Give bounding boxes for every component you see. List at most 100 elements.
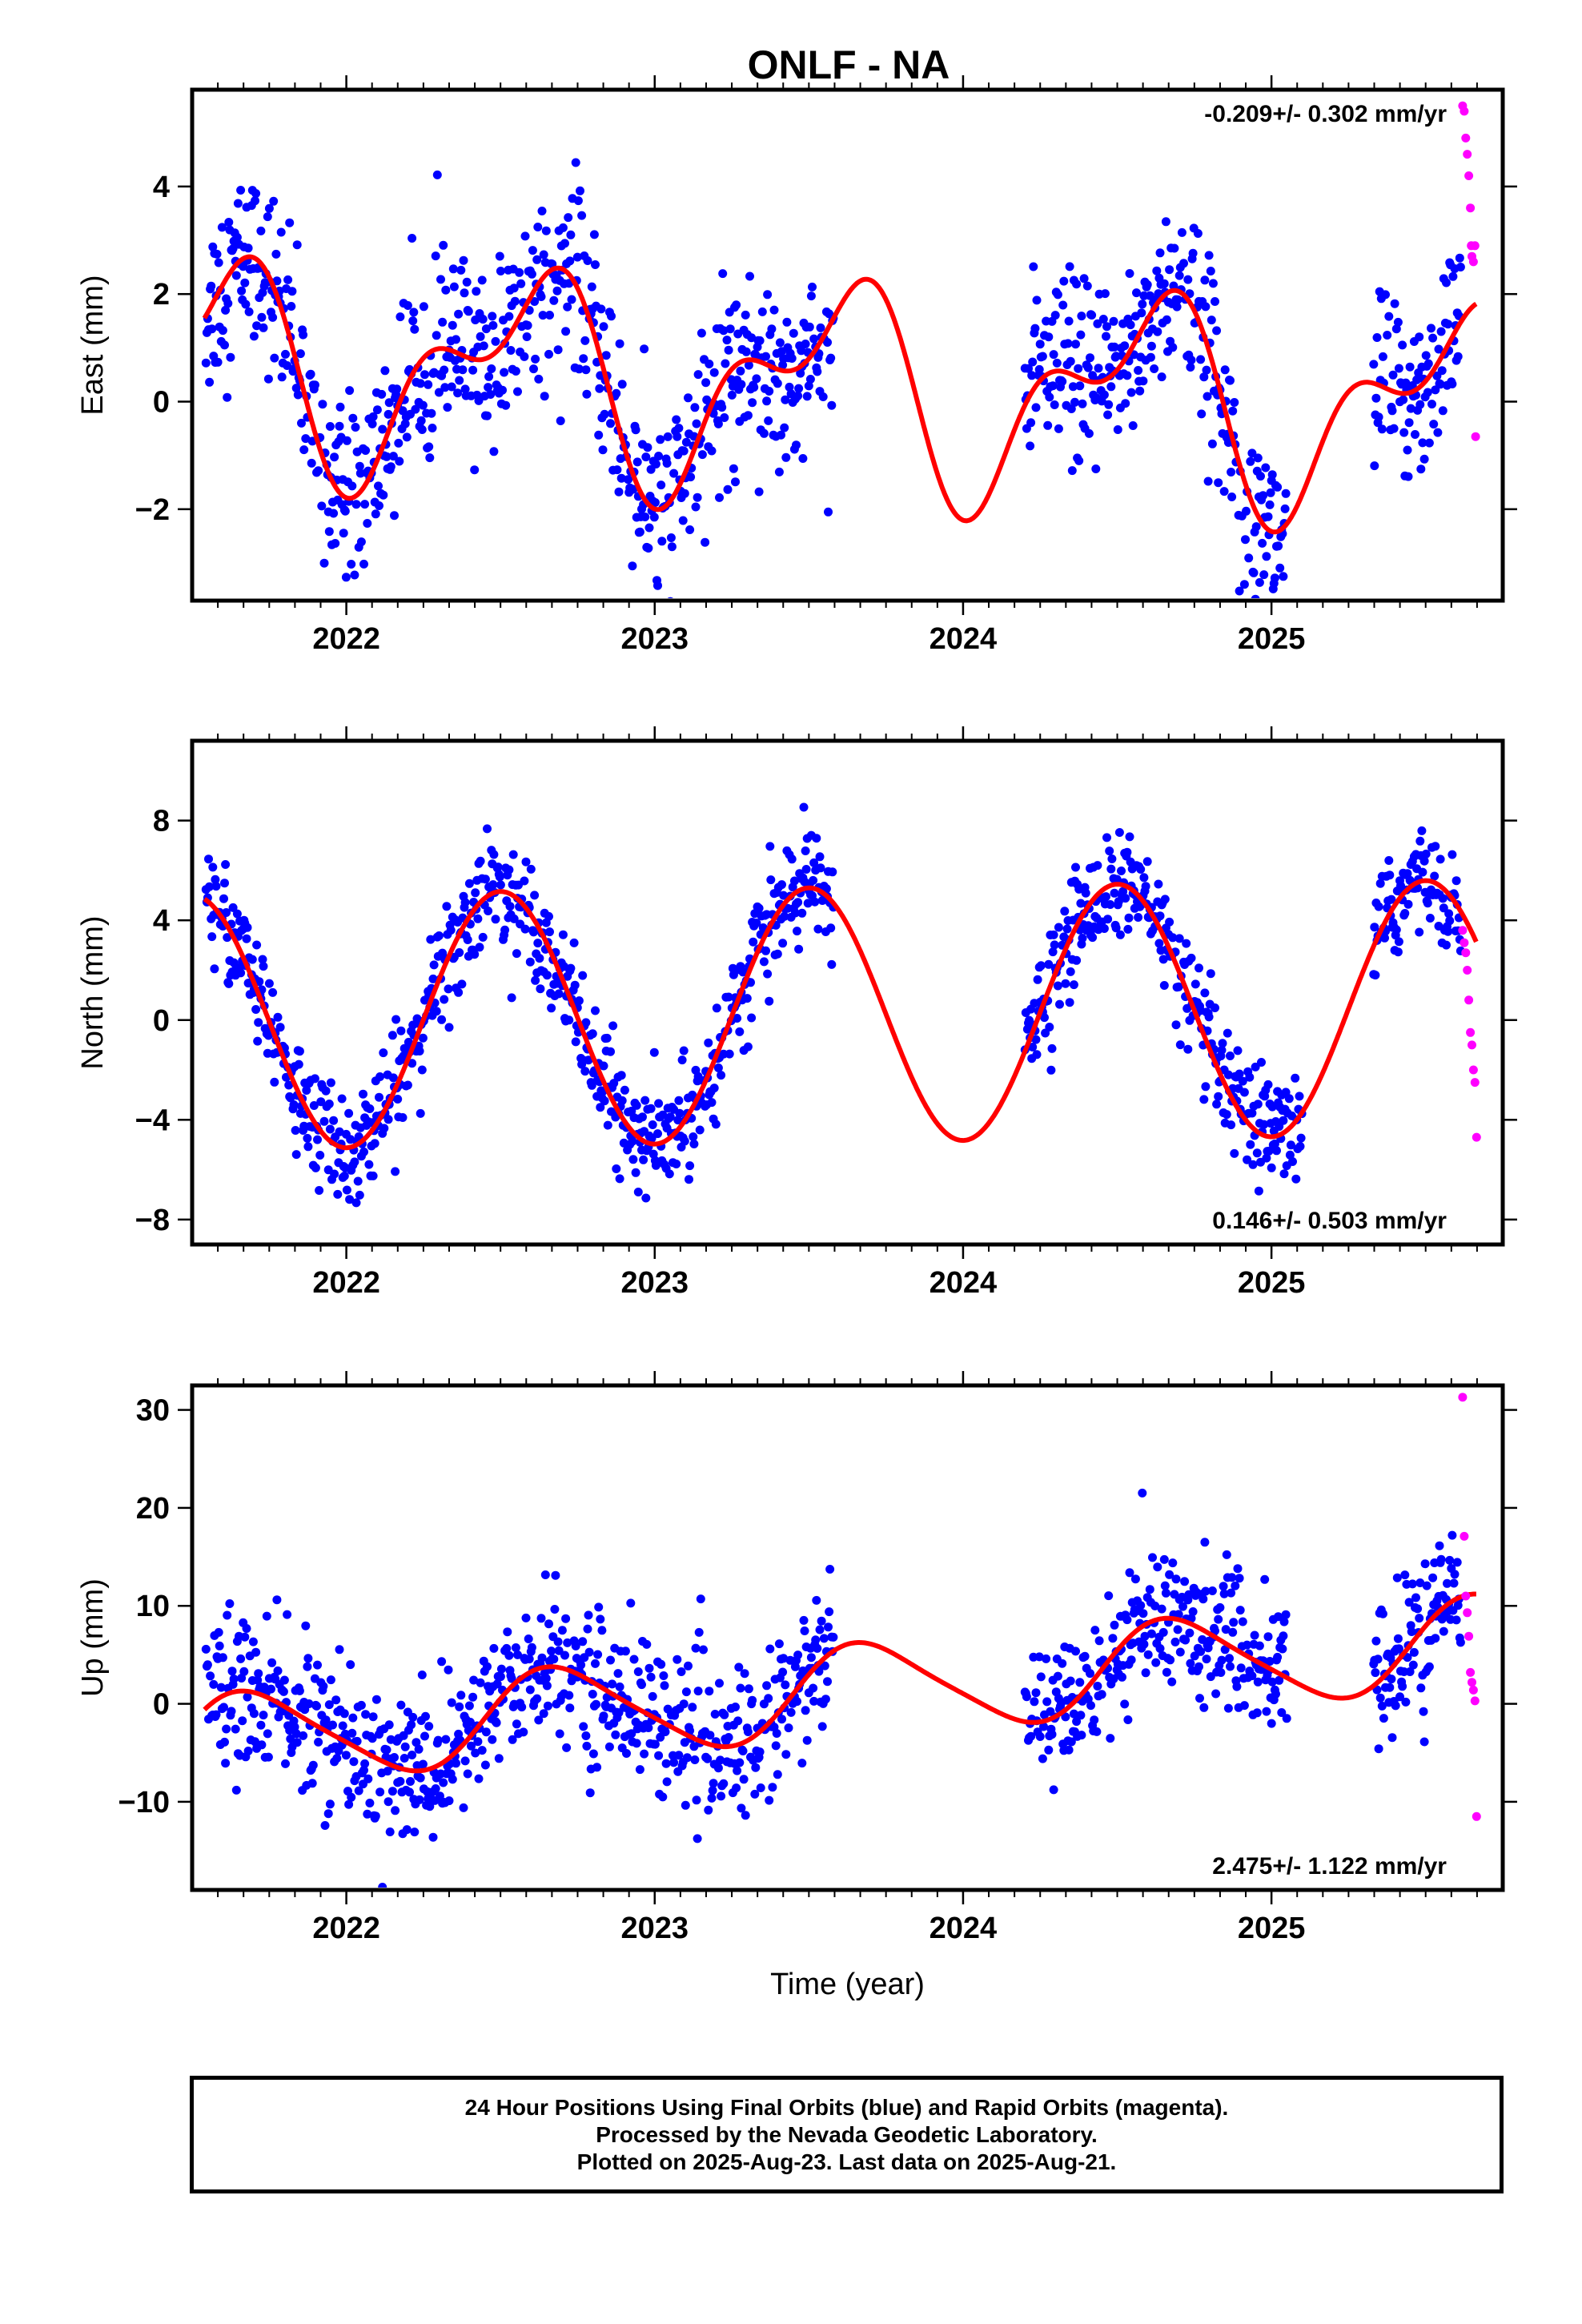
data-point [1278, 1644, 1287, 1654]
data-point [731, 1703, 740, 1711]
data-point [631, 425, 640, 435]
data-point [1391, 925, 1401, 935]
data-point [1053, 290, 1062, 300]
data-point [733, 1766, 742, 1775]
data-point [707, 1098, 717, 1108]
data-point [584, 1610, 593, 1620]
data-point [215, 1641, 224, 1651]
data-point [1407, 1579, 1417, 1589]
data-point [661, 1759, 671, 1768]
data-point [1032, 1050, 1042, 1059]
data-point [1385, 870, 1395, 880]
data-point [406, 1777, 415, 1786]
data-point [483, 824, 492, 834]
data-point [556, 416, 565, 425]
data-point [533, 939, 543, 948]
data-point [448, 320, 457, 330]
data-point [1031, 1688, 1041, 1698]
rapid-point [1460, 1531, 1469, 1541]
data-point [709, 1084, 719, 1093]
data-point [659, 1671, 669, 1680]
data-point [519, 1727, 528, 1737]
data-point [1373, 1655, 1383, 1664]
caption-line-3: Plotted on 2025-Aug-23. Last data on 202… [576, 2149, 1117, 2174]
data-point [566, 963, 576, 973]
data-point [1126, 320, 1135, 330]
data-point [1134, 913, 1143, 922]
data-point [416, 416, 426, 425]
data-point [536, 292, 546, 301]
data-point [239, 1667, 249, 1676]
data-point [679, 1699, 689, 1709]
data-point [488, 320, 498, 330]
data-point [480, 1760, 490, 1770]
data-point [644, 544, 653, 553]
data-point [279, 1687, 288, 1696]
up-axis-label: Up (mm) [76, 1578, 110, 1697]
data-point [456, 265, 466, 275]
data-point [1415, 836, 1425, 846]
data-point [580, 1067, 590, 1076]
data-point [295, 1047, 304, 1056]
data-point [1093, 1682, 1102, 1691]
data-point [1400, 1570, 1410, 1580]
data-point [810, 897, 820, 907]
data-point [365, 1799, 375, 1807]
data-point [286, 1734, 295, 1743]
data-point [295, 349, 305, 359]
data-point [774, 1639, 784, 1649]
data-point [710, 1710, 720, 1719]
data-point [674, 424, 684, 433]
data-point [352, 1736, 362, 1746]
data-point [693, 1687, 703, 1696]
data-point [290, 1723, 299, 1731]
data-point [219, 1703, 228, 1712]
data-point [757, 307, 767, 316]
data-point [647, 1133, 656, 1143]
data-point [275, 1023, 285, 1032]
data-point [1275, 563, 1285, 573]
data-point [1195, 963, 1203, 973]
y-tick-label: 30 [136, 1394, 170, 1428]
east-frame [190, 87, 1505, 603]
data-point [1099, 924, 1109, 933]
data-point [555, 1729, 564, 1739]
data-point [1374, 412, 1383, 422]
data-point [364, 1160, 374, 1169]
data-point [1241, 535, 1250, 545]
data-point [701, 537, 710, 547]
data-point [1027, 371, 1037, 380]
data-point [1050, 940, 1059, 950]
data-point [689, 1140, 699, 1148]
data-point [657, 537, 667, 546]
data-point [203, 1660, 212, 1670]
data-point [340, 506, 350, 516]
data-point [1107, 854, 1117, 863]
data-point [1203, 392, 1212, 401]
data-point [541, 1674, 551, 1683]
data-point [361, 1710, 371, 1719]
data-point [536, 984, 545, 994]
data-point [1238, 1076, 1247, 1086]
data-point [1026, 1731, 1036, 1741]
data-point [1094, 1636, 1104, 1646]
data-point [781, 1680, 790, 1690]
data-point [390, 511, 399, 521]
data-point [724, 345, 733, 355]
data-point [370, 1139, 379, 1148]
data-point [379, 1124, 389, 1133]
data-point [483, 1662, 492, 1671]
data-point [1028, 1043, 1038, 1051]
data-point [715, 493, 724, 502]
data-point [400, 1754, 409, 1763]
data-point [1028, 357, 1038, 367]
data-point [256, 226, 266, 235]
data-point [402, 432, 412, 442]
data-point [302, 1086, 311, 1095]
data-point [606, 419, 615, 428]
data-point [224, 218, 234, 227]
data-point [1231, 1581, 1240, 1590]
data-point [267, 1684, 275, 1694]
data-point [1279, 1169, 1289, 1179]
